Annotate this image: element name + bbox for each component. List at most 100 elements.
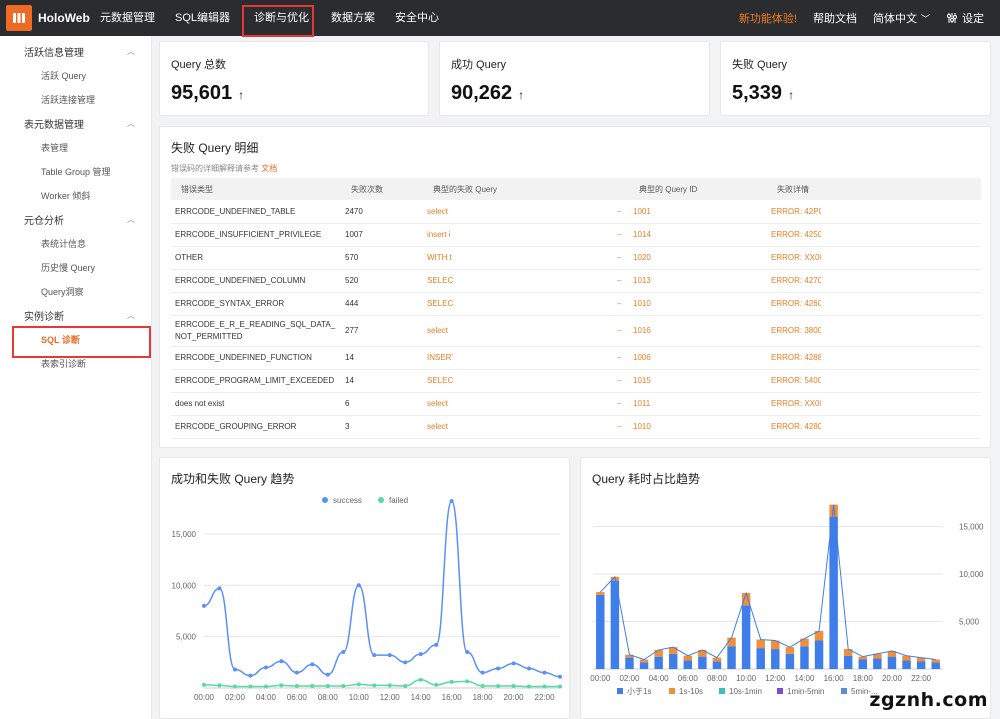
fail-detail-cell[interactable]: ERROR: 42501 [767,223,981,247]
typical-query-id-cell[interactable]: 1011 [629,392,767,416]
typical-query-cell[interactable]: select [423,415,613,439]
data-point-success[interactable] [465,650,470,655]
bar-segment[interactable] [727,637,736,647]
data-point-failed[interactable] [542,684,547,689]
fail-detail-cell[interactable]: ERROR: 42P01 [767,200,981,224]
bar-segment[interactable] [916,657,926,662]
holoweb-logo-icon[interactable] [6,5,32,31]
query-id-prefix-cell[interactable]: – [613,269,629,293]
data-point-success[interactable] [542,670,547,675]
bar-segment[interactable] [683,655,693,661]
bar-segment[interactable] [625,654,634,658]
language-select[interactable]: 简体中文 ﹀ [873,10,930,26]
bar-segment[interactable] [800,638,809,647]
bar-segment[interactable] [843,649,853,656]
query-id-prefix-cell[interactable]: – [613,369,629,393]
data-point-failed[interactable] [263,684,268,689]
fail-detail-cell[interactable]: ERROR: 42703 [767,269,981,293]
data-point-success[interactable] [558,674,562,679]
fail-detail-cell[interactable]: ERROR: 42803 [767,415,981,439]
sidebar-item-slow-query[interactable]: 历史慢 Query [41,262,96,273]
bar-segment[interactable] [785,653,795,669]
fail-detail-cell[interactable]: ERROR: XX000 [767,246,981,270]
query-id-prefix-cell[interactable]: – [613,223,629,247]
sidebar-item-query-insight[interactable]: Query洞察 [41,286,84,297]
fail-detail-cell[interactable]: ERROR: 42601 [767,292,981,316]
legend-marker[interactable] [378,497,384,503]
query-id-prefix-cell[interactable]: – [613,292,629,316]
nav-sql-editor[interactable]: SQL编辑器 [175,12,231,24]
new-feature-link[interactable]: 新功能体验! [738,13,797,25]
sidebar-item-table-stats[interactable]: 表统计信息 [41,238,87,249]
settings-button[interactable]: 设定 [946,10,984,26]
bar-segment[interactable] [625,657,634,669]
fail-detail-cell[interactable]: ERROR: 38004 [767,315,981,347]
bar-segment[interactable] [712,657,722,662]
bar-segment[interactable] [712,661,722,669]
table-row[interactable]: ERRCODE_PROGRAM_LIMIT_EXCEEDED 14 SELEC – 10… [171,369,981,393]
typical-query-id-cell[interactable]: 1016 [629,315,767,347]
data-point-success[interactable] [310,662,315,667]
table-row[interactable]: ERRCODE_UNDEFINED_COLUMN 520 SELEC – 1013 ERR… [171,269,981,293]
fail-detail-cell[interactable]: ERROR: XX000 [767,392,981,416]
bar-segment[interactable] [829,504,838,517]
bar-segment[interactable] [756,648,765,669]
data-point-failed[interactable] [372,683,377,688]
sidebar-group-active-info[interactable]: 活跃信息管理 ︿ [0,39,151,63]
nav-security-center[interactable]: 安全中心 [395,12,440,24]
data-point-success[interactable] [294,670,299,675]
legend-marker[interactable] [669,688,675,694]
bar-segment[interactable] [800,646,809,669]
typical-query-id-cell[interactable]: 1013 [629,269,767,293]
typical-query-cell[interactable]: select [423,392,613,416]
sidebar-group-table-metadata[interactable]: 表元数据管理 ︿ [0,111,151,135]
typical-query-cell[interactable]: SELEC [423,369,613,393]
bar-segment[interactable] [902,660,911,669]
typical-query-id-cell[interactable]: 1015 [629,369,767,393]
bar-segment[interactable] [771,649,780,669]
legend-marker[interactable] [841,688,847,694]
bar-segment[interactable] [916,661,926,669]
data-point-success[interactable] [434,642,439,647]
table-row[interactable]: ERRCODE_UNDEFINED_TABLE 2470 select – 1001 ER… [171,200,981,224]
data-point-failed[interactable] [511,683,516,688]
bar-segment[interactable] [610,580,620,669]
bar-segment[interactable] [698,650,707,657]
sidebar-item-active-connections[interactable]: 活跃连接管理 [41,94,96,105]
bar-segment[interactable] [596,592,605,595]
bar-segment[interactable] [902,655,911,661]
bar-segment[interactable] [639,662,649,669]
data-point-success[interactable] [480,670,485,675]
bar-segment[interactable] [887,656,897,669]
data-point-success[interactable] [279,659,284,664]
data-point-failed[interactable] [558,684,562,689]
nav-metadata[interactable]: 元数据管理 [100,12,155,24]
data-point-failed[interactable] [279,683,284,688]
table-row[interactable]: does not exist 6 select – 1011 ERROR: XX000 [171,392,981,416]
bar-segment[interactable] [931,662,940,669]
typical-query-id-cell[interactable]: 1020 [629,246,767,270]
bar-segment[interactable] [829,517,838,669]
bar-segment[interactable] [887,650,897,657]
typical-query-cell[interactable]: select [423,200,613,224]
data-point-failed[interactable] [465,679,470,684]
bar-segment[interactable] [698,656,707,669]
legend-marker[interactable] [719,688,725,694]
data-point-success[interactable] [496,666,501,671]
data-point-failed[interactable] [527,684,532,689]
bar-segment[interactable] [683,660,693,669]
bar-segment[interactable] [668,647,678,654]
fail-detail-cell[interactable]: ERROR: 54000 [767,369,981,393]
bar-segment[interactable] [843,655,853,669]
data-point-failed[interactable] [232,684,237,689]
sidebar-item-active-query[interactable]: 活跃 Query [41,70,87,81]
sidebar-group-instance-diagnose[interactable]: 实例诊断 ︿ [0,303,151,327]
bar-segment[interactable] [596,594,605,669]
data-point-success[interactable] [341,650,346,655]
nav-diagnose-optimize[interactable]: 诊断与优化 [240,0,321,37]
bar-segment[interactable] [654,656,663,669]
data-point-success[interactable] [356,583,361,588]
bar-segment[interactable] [814,640,824,670]
data-point-failed[interactable] [403,683,408,688]
typical-query-cell[interactable]: insert i [423,223,613,247]
